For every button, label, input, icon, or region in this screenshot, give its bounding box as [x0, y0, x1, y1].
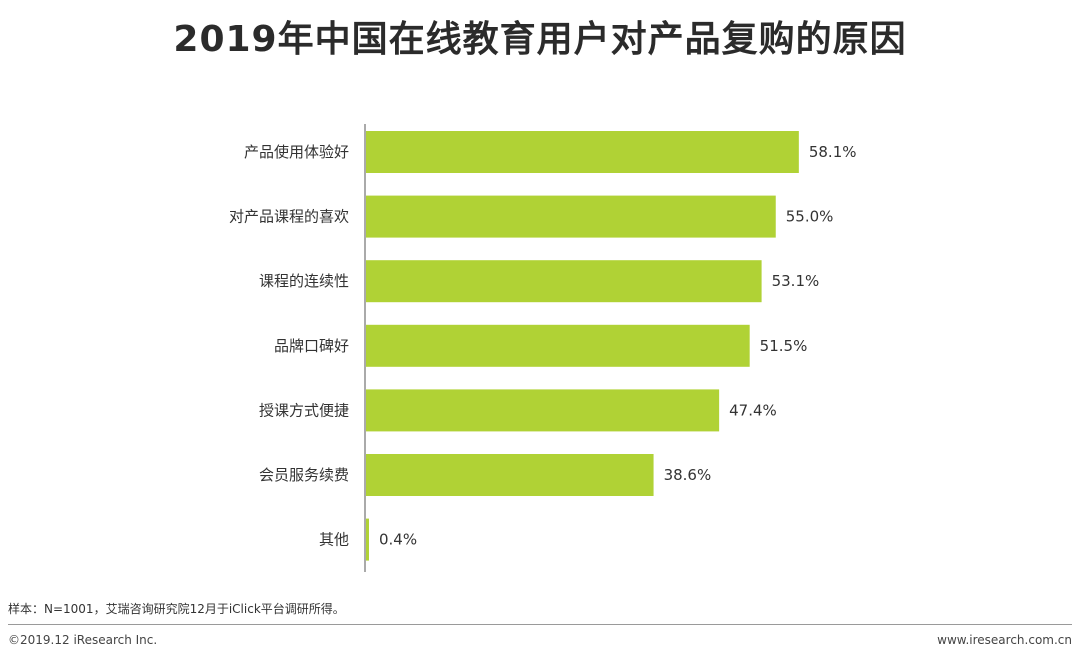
bar-1: [366, 195, 776, 238]
bar-3: [366, 324, 750, 367]
website-link[interactable]: www.iresearch.com.cn: [937, 633, 1072, 647]
bar-0: [366, 131, 799, 173]
category-label-6: 其他: [319, 531, 349, 549]
chart-title: 2019年中国在线教育用户对产品复购的原因: [173, 19, 907, 60]
bar-5: [366, 454, 654, 496]
footer-divider: [8, 624, 1072, 625]
value-label-2: 53.1%: [772, 272, 820, 290]
category-label-4: 授课方式便捷: [259, 401, 349, 419]
category-label-2: 课程的连续性: [259, 272, 349, 290]
value-label-5: 38.6%: [664, 466, 712, 484]
value-label-0: 58.1%: [809, 143, 857, 161]
category-label-3: 品牌口碑好: [274, 337, 349, 355]
category-label-1: 对产品课程的喜欢: [229, 208, 349, 226]
value-label-4: 47.4%: [729, 401, 777, 419]
value-label-1: 55.0%: [786, 208, 834, 226]
bar-6: [366, 518, 369, 561]
category-label-0: 产品使用体验好: [244, 143, 349, 161]
sample-note: 样本：N=1001，艾瑞咨询研究院12月于iClick平台调研所得。: [8, 602, 345, 616]
value-label-3: 51.5%: [760, 337, 808, 355]
category-label-5: 会员服务续费: [259, 466, 349, 484]
bar-chart: 产品使用体验好 58.1% 对产品课程的喜欢 55.0% 课程的连续性 53.1% 品牌口碑…: [229, 124, 857, 572]
copyright-text: ©2019.12 iResearch Inc.: [8, 633, 158, 647]
bar-2: [366, 260, 762, 303]
value-label-6: 0.4%: [379, 531, 417, 549]
bar-4: [366, 389, 720, 432]
